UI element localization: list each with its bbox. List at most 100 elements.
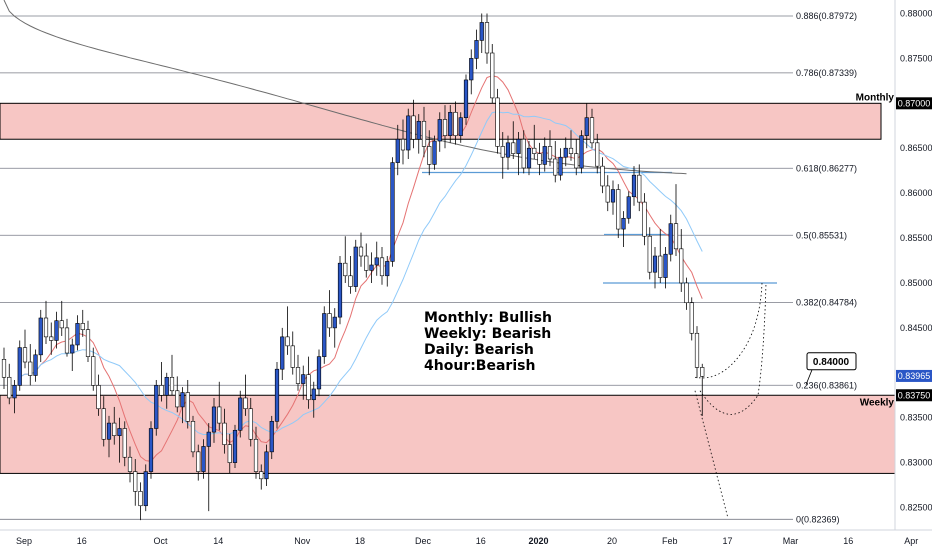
price-tick-label: 0.82500 bbox=[900, 503, 932, 513]
candle bbox=[311, 388, 316, 401]
candle bbox=[469, 58, 474, 81]
candle bbox=[437, 119, 442, 142]
candle bbox=[96, 385, 101, 410]
candle bbox=[369, 264, 374, 271]
time-tick-label: Apr bbox=[904, 536, 918, 546]
candle bbox=[190, 421, 196, 453]
candle bbox=[185, 392, 190, 422]
ma-mid-line bbox=[19, 111, 703, 436]
candle bbox=[505, 142, 511, 158]
candle bbox=[448, 111, 453, 136]
candle bbox=[500, 146, 505, 158]
candle bbox=[463, 79, 469, 118]
candle bbox=[180, 392, 185, 408]
candle bbox=[694, 332, 700, 368]
candle bbox=[689, 302, 694, 334]
callout-text: 0.84000 bbox=[813, 357, 850, 368]
time-tick-label: Oct bbox=[153, 536, 168, 546]
candle bbox=[631, 174, 637, 198]
price-tick-label: 0.84500 bbox=[900, 323, 932, 333]
candle bbox=[542, 146, 547, 165]
time-tick-label: Mar bbox=[783, 536, 799, 546]
candle bbox=[101, 408, 106, 440]
candle bbox=[442, 119, 448, 136]
candle bbox=[122, 428, 127, 458]
time-tick-label: Feb bbox=[662, 536, 678, 546]
candle bbox=[175, 390, 180, 408]
price-badge-text: 0.83750 bbox=[898, 390, 931, 400]
candle bbox=[474, 40, 479, 59]
candle bbox=[238, 397, 243, 431]
candle bbox=[385, 261, 390, 277]
price-tick-label: 0.87500 bbox=[900, 53, 932, 63]
candle bbox=[563, 147, 568, 158]
price-badge bbox=[896, 97, 932, 110]
candle bbox=[143, 471, 148, 507]
candle bbox=[269, 421, 274, 453]
candle bbox=[211, 406, 217, 433]
candle bbox=[243, 397, 248, 410]
time-tick-label: 16 bbox=[476, 536, 486, 546]
fib-label: 0.382(0.84784) bbox=[796, 297, 857, 307]
fib-label: 0.236(0.83861) bbox=[796, 380, 857, 390]
time-tick-label: Nov bbox=[294, 536, 311, 546]
candle bbox=[201, 446, 206, 472]
candle bbox=[1, 359, 7, 378]
candle bbox=[70, 344, 75, 354]
candle bbox=[395, 138, 400, 163]
candle bbox=[232, 429, 238, 463]
candle bbox=[621, 217, 626, 230]
candle bbox=[358, 246, 364, 257]
fib-label: 0.618(0.86277) bbox=[796, 163, 857, 173]
candle bbox=[411, 115, 416, 140]
candle bbox=[217, 406, 222, 424]
candle bbox=[248, 408, 253, 440]
time-tick-label: 16 bbox=[843, 536, 853, 546]
candle bbox=[574, 153, 579, 169]
candle bbox=[511, 142, 516, 154]
candle bbox=[610, 189, 616, 203]
candle bbox=[526, 147, 532, 169]
candle bbox=[259, 471, 264, 480]
candle bbox=[421, 120, 427, 147]
price-badge bbox=[896, 389, 932, 402]
candle bbox=[285, 336, 290, 347]
time-tick-label: Dec bbox=[415, 536, 432, 546]
price-tick-label: 0.86500 bbox=[900, 143, 932, 153]
candle bbox=[348, 275, 353, 287]
candle bbox=[54, 320, 59, 341]
candle bbox=[322, 313, 327, 357]
candle bbox=[642, 201, 647, 237]
candle bbox=[33, 354, 38, 376]
candle bbox=[64, 327, 70, 354]
callout-box bbox=[806, 352, 857, 371]
monthly-label: Monthly bbox=[856, 92, 895, 103]
candle bbox=[295, 367, 301, 384]
candle bbox=[364, 255, 369, 271]
candle bbox=[196, 451, 201, 472]
candle bbox=[374, 257, 379, 266]
candle bbox=[652, 255, 658, 273]
candle bbox=[206, 431, 211, 447]
candle bbox=[600, 165, 605, 187]
candle bbox=[59, 320, 64, 329]
candle bbox=[164, 376, 169, 396]
price-badge-text: 0.83965 bbox=[898, 371, 931, 381]
time-tick-label: Sep bbox=[16, 536, 32, 546]
candle bbox=[537, 153, 542, 165]
candle bbox=[579, 135, 584, 169]
candle bbox=[274, 368, 280, 422]
trend-annotation: 4hour:Bearish bbox=[424, 358, 535, 374]
trend-annotation: Weekly: Bearish bbox=[424, 326, 551, 342]
candle bbox=[663, 253, 668, 278]
candle bbox=[38, 317, 43, 356]
candle bbox=[605, 185, 610, 203]
candle bbox=[22, 347, 28, 363]
candle bbox=[43, 317, 49, 338]
candle bbox=[106, 422, 112, 440]
candle bbox=[390, 162, 395, 262]
price-tick-label: 0.85500 bbox=[900, 233, 932, 243]
candle bbox=[343, 262, 348, 277]
